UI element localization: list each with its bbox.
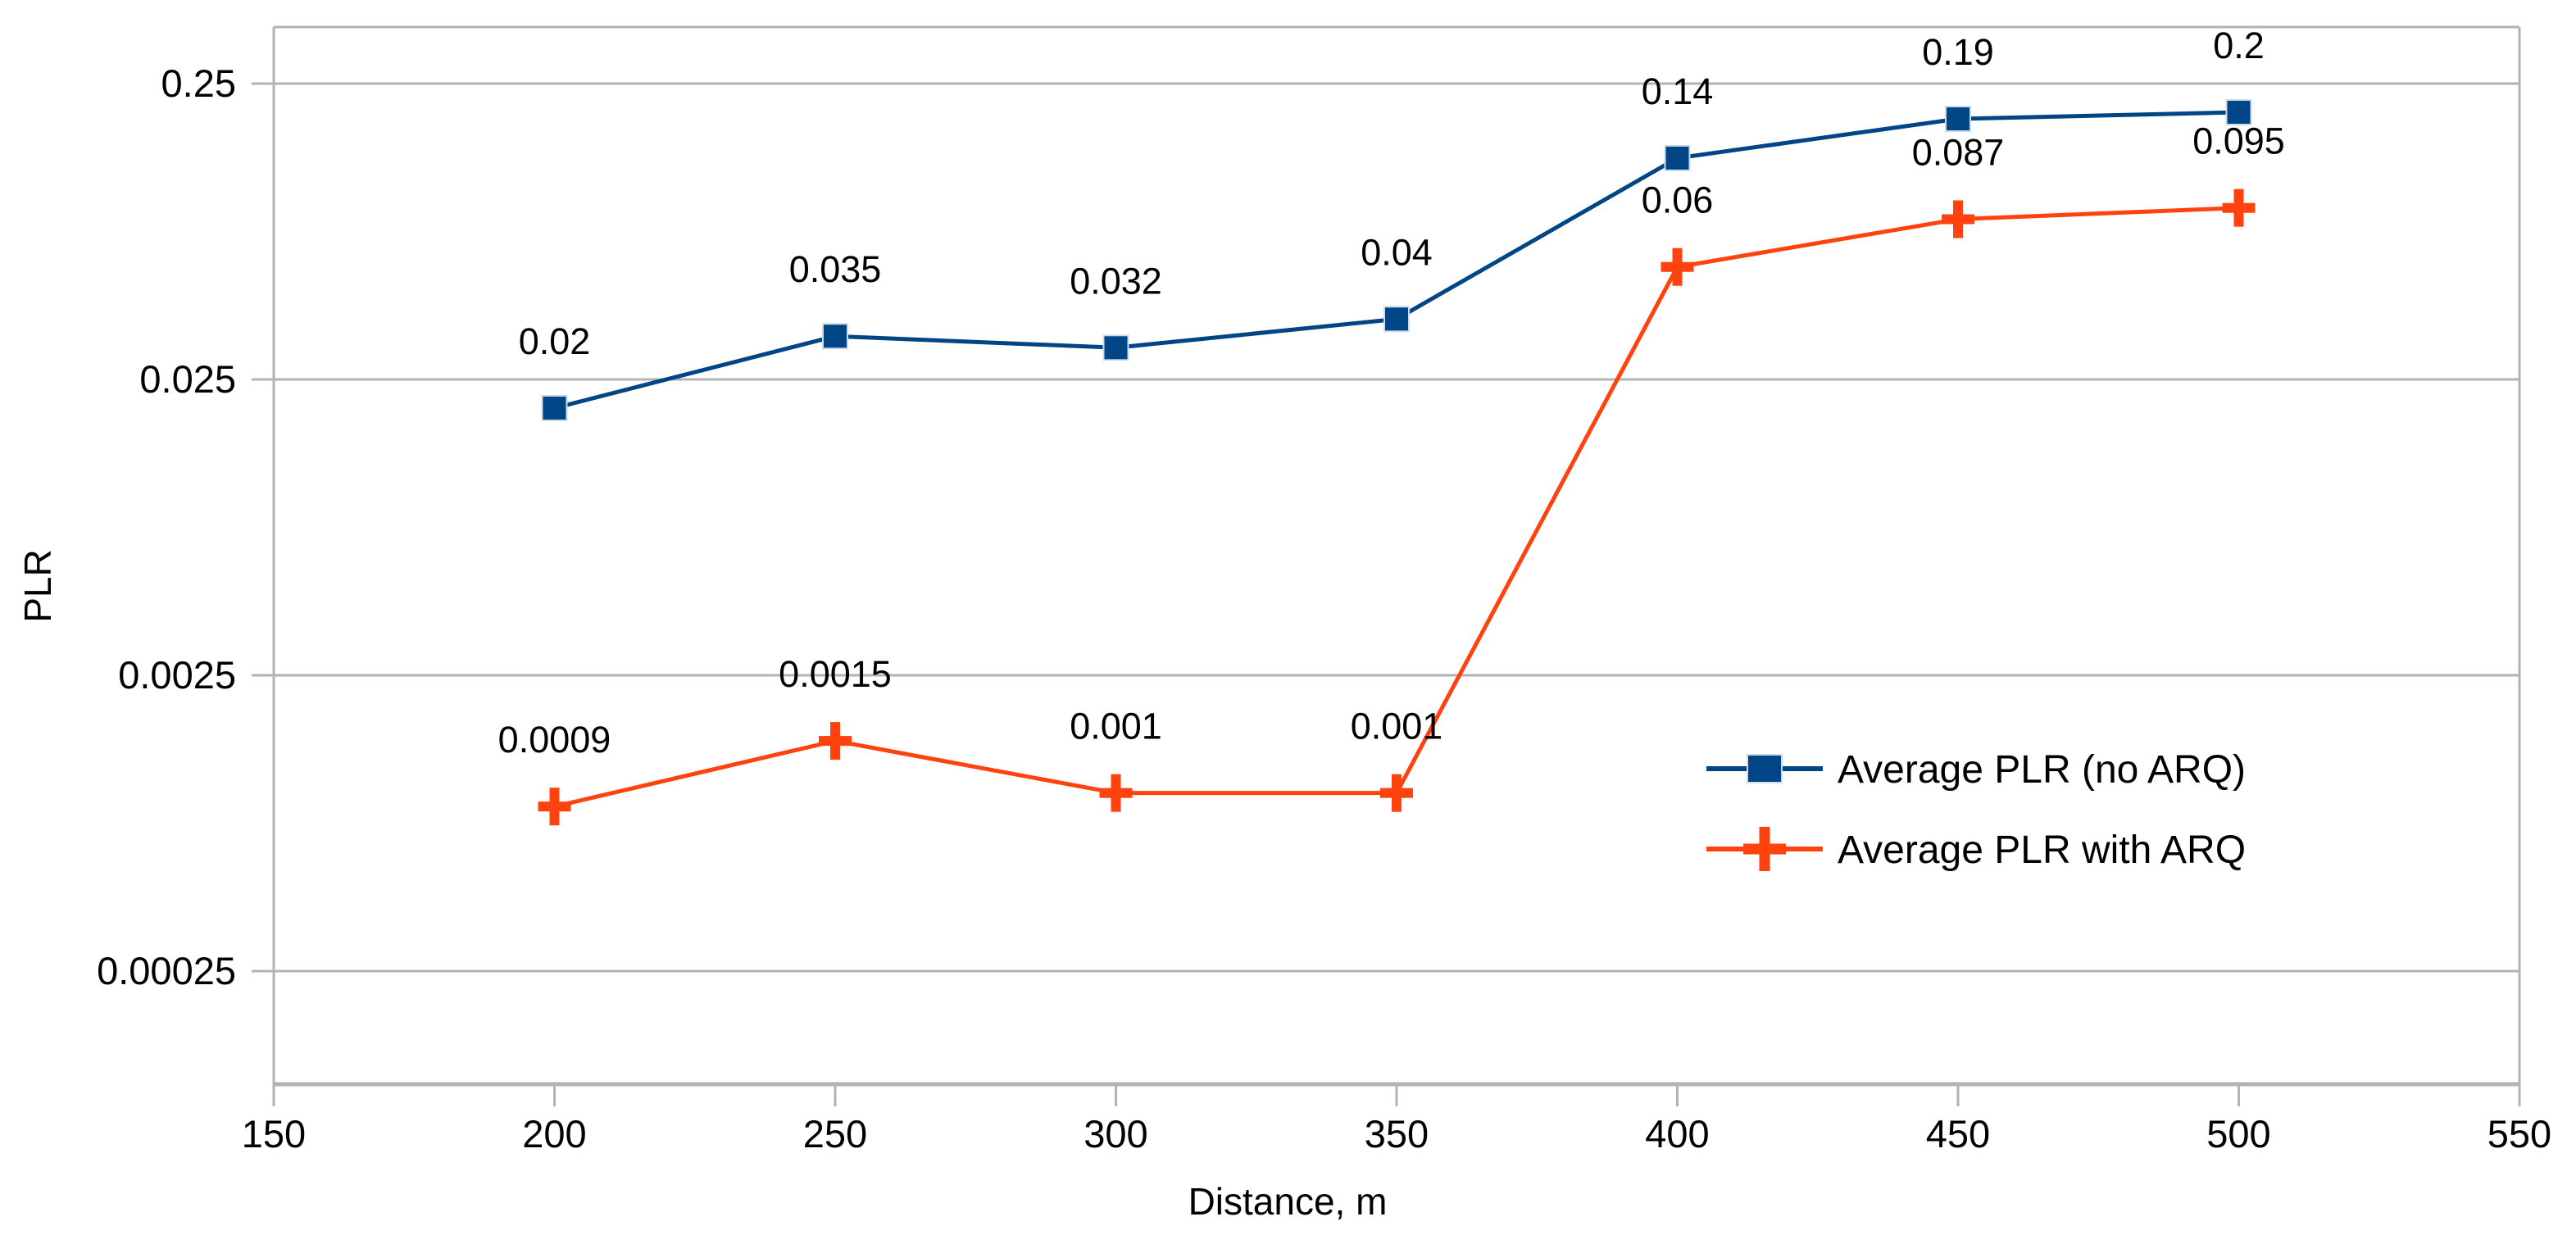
data-label: 0.001 <box>1351 706 1443 747</box>
data-label: 0.04 <box>1361 231 1433 273</box>
data-label: 0.0009 <box>498 719 611 760</box>
data-point-marker <box>1383 306 1410 333</box>
x-tick-label: 300 <box>1084 1112 1147 1155</box>
data-point-marker <box>1664 144 1691 171</box>
legend-label: Average PLR with ARQ <box>1838 829 2246 872</box>
legend: Average PLR (no ARQ) Average PLR with ARQ <box>1706 748 2246 872</box>
data-point-marker <box>1942 214 1974 225</box>
x-tick-label: 400 <box>1645 1112 1709 1155</box>
x-tick-label: 200 <box>522 1112 586 1155</box>
y-tick-label: 0.00025 <box>97 949 236 992</box>
data-point-marker <box>822 323 848 350</box>
data-label: 0.032 <box>1070 260 1162 302</box>
y-tick-label: 0.025 <box>139 357 236 401</box>
data-label: 0.0015 <box>779 653 892 695</box>
x-tick-label: 500 <box>2206 1112 2270 1155</box>
legend-marker-plus <box>1743 843 1786 855</box>
data-point-marker <box>1380 788 1413 798</box>
data-label: 0.087 <box>1912 131 2005 173</box>
data-point-marker <box>819 736 852 747</box>
legend-marker-square <box>1747 754 1783 783</box>
x-tick-label: 450 <box>1926 1112 1990 1155</box>
data-point-marker <box>538 801 571 812</box>
data-point-marker <box>2225 98 2252 125</box>
data-point-marker <box>2222 202 2256 213</box>
y-axis-title: PLR <box>16 549 59 622</box>
data-point-marker <box>1102 334 1129 361</box>
x-tick-label: 250 <box>803 1112 867 1155</box>
data-label: 0.06 <box>1642 179 1714 221</box>
data-label: 0.035 <box>789 248 882 290</box>
y-tick-label: 0.25 <box>161 61 236 105</box>
data-label: 0.001 <box>1070 706 1162 747</box>
data-label: 0.19 <box>1922 31 1994 73</box>
data-point-marker <box>1099 788 1133 798</box>
data-label: 0.095 <box>2192 120 2285 162</box>
x-tick-label: 350 <box>1365 1112 1429 1155</box>
data-point-marker <box>1945 106 1971 133</box>
x-axis-title: Distance, m <box>1188 1180 1388 1223</box>
data-label: 0.02 <box>519 320 591 362</box>
data-point-marker <box>541 394 568 421</box>
y-tick-label: 0.0025 <box>118 653 236 697</box>
data-label: 0.14 <box>1642 70 1714 112</box>
x-tick-label: 150 <box>242 1112 306 1155</box>
data-point-marker <box>1661 261 1694 272</box>
legend-label: Average PLR (no ARQ) <box>1838 748 2246 792</box>
x-tick-label: 550 <box>2487 1112 2551 1155</box>
data-label: 0.2 <box>2213 25 2265 66</box>
